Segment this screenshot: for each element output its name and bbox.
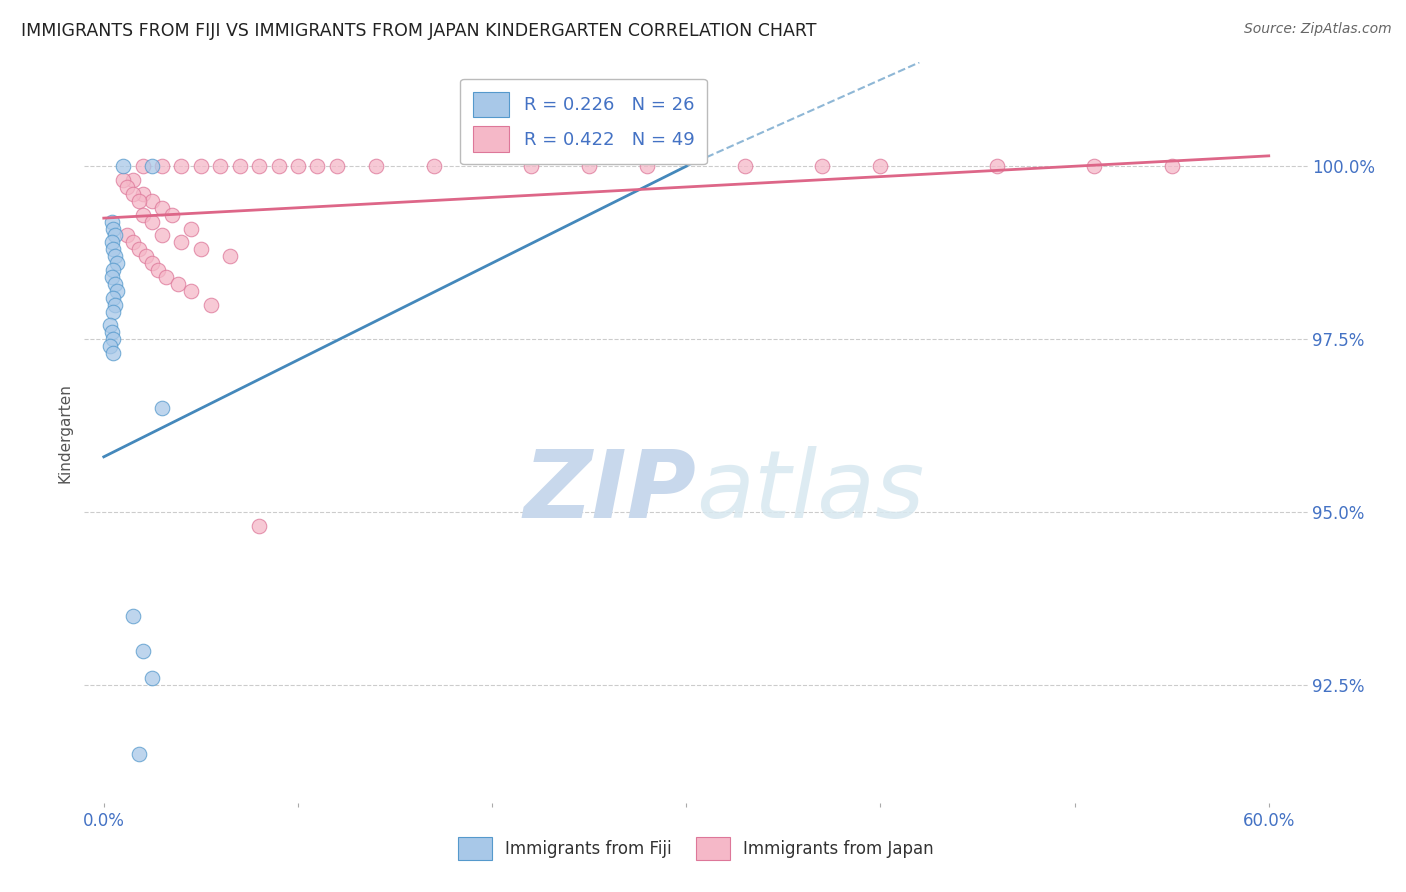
Point	[180, 221, 202, 235]
Point	[98, 318, 121, 333]
Point	[326, 159, 349, 173]
Point	[190, 242, 212, 256]
Point	[155, 269, 177, 284]
Point	[131, 208, 153, 222]
Point	[287, 159, 309, 173]
Point	[986, 159, 1008, 173]
Point	[115, 228, 138, 243]
Text: IMMIGRANTS FROM FIJI VS IMMIGRANTS FROM JAPAN KINDERGARTEN CORRELATION CHART: IMMIGRANTS FROM FIJI VS IMMIGRANTS FROM …	[21, 22, 817, 40]
Point	[228, 159, 250, 173]
Point	[128, 242, 150, 256]
Point	[100, 269, 122, 284]
Point	[122, 235, 145, 250]
Point	[122, 609, 145, 624]
Point	[364, 159, 387, 173]
Point	[122, 186, 145, 201]
Point	[131, 159, 153, 173]
Point	[104, 297, 127, 311]
Point	[104, 277, 127, 291]
Point	[128, 747, 150, 762]
Point	[146, 263, 169, 277]
Point	[115, 180, 138, 194]
Point	[103, 304, 125, 318]
Point	[219, 249, 242, 263]
Point	[128, 194, 150, 208]
Point	[166, 277, 188, 291]
Point	[160, 208, 183, 222]
Point	[100, 326, 122, 340]
Text: ZIP: ZIP	[523, 446, 696, 538]
Point	[103, 221, 125, 235]
Point	[141, 671, 163, 685]
Point	[190, 159, 212, 173]
Point	[104, 249, 127, 263]
Point	[112, 159, 135, 173]
Point	[104, 228, 127, 243]
Point	[180, 284, 202, 298]
Point	[122, 173, 145, 187]
Point	[869, 159, 891, 173]
Point	[105, 284, 128, 298]
Point	[267, 159, 290, 173]
Point	[131, 643, 153, 657]
Point	[209, 159, 232, 173]
Point	[150, 401, 173, 416]
Point	[307, 159, 329, 173]
Point	[247, 159, 270, 173]
Point	[100, 235, 122, 250]
Point	[423, 159, 446, 173]
Point	[98, 339, 121, 353]
Point	[578, 159, 600, 173]
Point	[811, 159, 834, 173]
Legend: Immigrants from Fiji, Immigrants from Japan: Immigrants from Fiji, Immigrants from Ja…	[450, 829, 942, 869]
Y-axis label: Kindergarten: Kindergarten	[58, 383, 73, 483]
Point	[103, 263, 125, 277]
Point	[1083, 159, 1105, 173]
Point	[141, 214, 163, 228]
Point	[100, 214, 122, 228]
Text: Source: ZipAtlas.com: Source: ZipAtlas.com	[1244, 22, 1392, 37]
Point	[141, 194, 163, 208]
Point	[150, 201, 173, 215]
Point	[131, 186, 153, 201]
Point	[636, 159, 658, 173]
Point	[103, 291, 125, 305]
Point	[520, 159, 543, 173]
Point	[112, 173, 135, 187]
Point	[200, 297, 222, 311]
Point	[103, 332, 125, 346]
Point	[141, 256, 163, 270]
Point	[247, 519, 270, 533]
Point	[103, 242, 125, 256]
Point	[170, 235, 193, 250]
Point	[150, 159, 173, 173]
Point	[150, 228, 173, 243]
Point	[170, 159, 193, 173]
Point	[734, 159, 756, 173]
Point	[141, 159, 163, 173]
Point	[103, 346, 125, 360]
Point	[105, 256, 128, 270]
Point	[1160, 159, 1182, 173]
Text: atlas: atlas	[696, 446, 924, 537]
Point	[135, 249, 157, 263]
